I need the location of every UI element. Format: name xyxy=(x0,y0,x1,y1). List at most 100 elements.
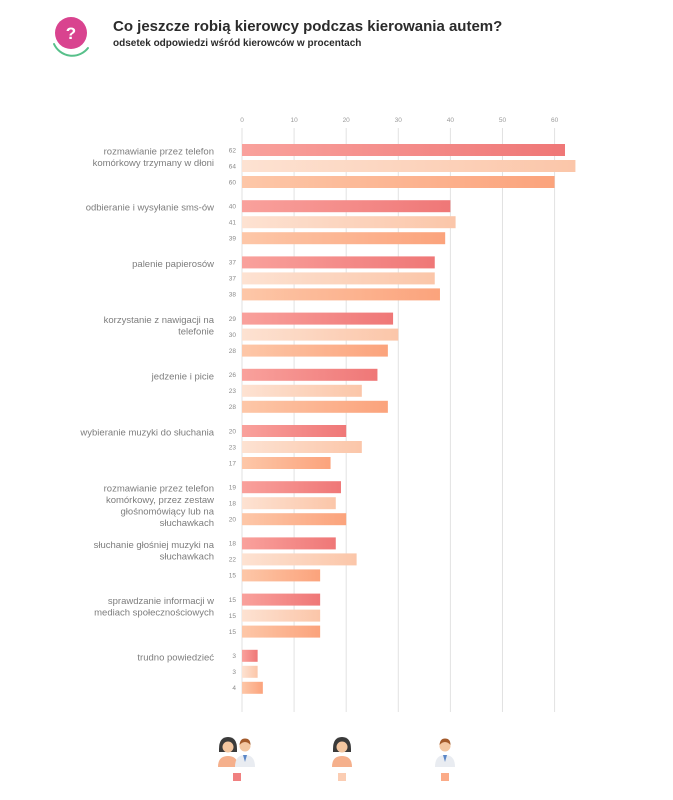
category-label-line: trudno powiedzieć xyxy=(137,652,214,663)
bar-8-series-3 xyxy=(242,569,321,582)
bar-10-series-3 xyxy=(242,681,263,694)
category-label-1: rozmawianie przez telefon komórkowy trzym… xyxy=(93,147,214,170)
value-label-7-series-3: 20 xyxy=(229,517,237,524)
bar-2-series-2 xyxy=(242,216,456,229)
bar-7-series-3 xyxy=(242,513,347,526)
bar-5-series-2 xyxy=(242,384,362,397)
x-tick-label-10: 10 xyxy=(290,117,298,124)
chart-title: Co jeszcze robią kierowcy podczas kierow… xyxy=(113,18,503,35)
bar-1-series-1 xyxy=(242,144,565,156)
bar-3-series-2 xyxy=(242,272,435,285)
category-label-line: mediach społecznościowych xyxy=(94,608,214,619)
bar-1-series-2 xyxy=(242,160,576,172)
category-label-8: słuchanie głośniej muzyki na słuchawkach xyxy=(94,540,215,563)
bar-6-series-1 xyxy=(242,425,347,437)
x-tick-label-40: 40 xyxy=(447,117,455,124)
bar-7-series-1 xyxy=(242,481,341,494)
logo-glyph: ? xyxy=(66,24,76,43)
value-label-8-series-1: 18 xyxy=(229,541,237,548)
question-icon: ? xyxy=(53,17,89,57)
value-label-4-series-2: 30 xyxy=(229,332,237,339)
legend-item-women xyxy=(325,735,375,785)
bar-4-series-1 xyxy=(242,312,394,325)
category-label-7: rozmawianie przez telefon komórkowy, prze… xyxy=(104,484,215,530)
man-icon xyxy=(435,738,455,767)
value-label-1-series-1: 62 xyxy=(229,147,237,154)
value-label-8-series-2: 22 xyxy=(229,557,237,564)
chart-legend xyxy=(0,735,673,795)
value-label-2-series-3: 39 xyxy=(229,236,237,243)
bar-4-series-2 xyxy=(242,328,399,341)
value-label-10-series-3: 4 xyxy=(232,685,236,692)
x-tick-label-20: 20 xyxy=(343,117,351,124)
category-label-line: słuchawkach xyxy=(160,518,214,529)
bar-2-series-1 xyxy=(242,200,451,213)
category-label-line: słuchawkach xyxy=(160,551,214,562)
category-label-line: rozmawianie przez telefon xyxy=(104,484,214,495)
category-label-3: palenie papierosów xyxy=(132,259,214,270)
value-label-3-series-2: 37 xyxy=(229,276,237,283)
category-label-line: rozmawianie przez telefon xyxy=(104,147,214,158)
value-label-3-series-1: 37 xyxy=(229,260,237,267)
legend-swatch-women xyxy=(338,773,346,781)
category-label-line: palenie papierosów xyxy=(132,259,214,270)
value-label-4-series-3: 28 xyxy=(229,348,237,355)
value-label-6-series-2: 23 xyxy=(229,444,237,451)
value-label-7-series-2: 18 xyxy=(229,501,237,508)
x-tick-label-30: 30 xyxy=(395,117,403,124)
bar-10-series-2 xyxy=(242,665,258,678)
legend-item-all xyxy=(215,735,265,785)
value-label-8-series-3: 15 xyxy=(229,573,237,580)
category-label-line: komórkowy trzymany w dłoni xyxy=(93,158,214,169)
category-label-line: sprawdzanie informacji w xyxy=(108,596,214,607)
bar-3-series-1 xyxy=(242,256,435,269)
bar-9-series-2 xyxy=(242,609,321,622)
bar-9-series-1 xyxy=(242,593,321,606)
bar-8-series-1 xyxy=(242,537,336,550)
bar-10-series-1 xyxy=(242,649,258,662)
value-label-3-series-3: 38 xyxy=(229,292,237,299)
x-tick-label-0: 0 xyxy=(240,117,244,124)
category-label-line: jedzenie i picie xyxy=(151,371,214,382)
woman-and-man-icon xyxy=(218,737,255,767)
value-label-5-series-3: 28 xyxy=(229,404,237,411)
value-label-1-series-2: 64 xyxy=(229,163,237,170)
value-label-5-series-1: 26 xyxy=(229,372,237,379)
category-label-line: słuchanie głośniej muzyki na xyxy=(94,540,215,551)
bar-2-series-3 xyxy=(242,232,446,245)
bar-3-series-3 xyxy=(242,288,440,301)
bar-9-series-3 xyxy=(242,625,321,638)
value-label-2-series-1: 40 xyxy=(229,204,237,211)
value-label-6-series-3: 17 xyxy=(229,460,237,467)
value-label-5-series-2: 23 xyxy=(229,388,237,395)
bar-6-series-3 xyxy=(242,457,331,469)
category-label-10: trudno powiedzieć xyxy=(137,652,214,663)
category-label-9: sprawdzanie informacji w mediach społeczn… xyxy=(94,596,214,619)
value-label-2-series-2: 41 xyxy=(229,220,237,227)
legend-swatch-men xyxy=(441,773,449,781)
chart-header: ? Co jeszcze robią kierowcy podczas kier… xyxy=(0,0,673,70)
legend-item-men xyxy=(428,735,478,785)
woman-icon xyxy=(332,737,352,767)
value-label-10-series-1: 3 xyxy=(232,653,236,660)
category-label-line: odbieranie i wysyłanie sms-ów xyxy=(86,203,214,214)
category-label-line: korzystanie z nawigacji na xyxy=(104,315,215,326)
bar-5-series-1 xyxy=(242,368,378,381)
value-label-7-series-1: 19 xyxy=(229,485,237,492)
legend-swatch-all xyxy=(233,773,241,781)
category-label-6: wybieranie muzyki do słuchania xyxy=(79,428,214,439)
category-label-line: głośnomówiący lub na xyxy=(121,507,215,518)
bar-4-series-3 xyxy=(242,344,388,357)
chart-subtitle: odsetek odpowiedzi wśród kierowców w pro… xyxy=(113,38,362,49)
value-label-4-series-1: 29 xyxy=(229,316,237,323)
x-tick-label-60: 60 xyxy=(551,117,559,124)
category-label-line: telefonie xyxy=(178,327,214,338)
bar-8-series-2 xyxy=(242,553,357,566)
category-label-5: jedzenie i picie xyxy=(151,371,214,382)
value-label-1-series-3: 60 xyxy=(229,179,237,186)
x-tick-label-50: 50 xyxy=(499,117,507,124)
value-label-9-series-2: 15 xyxy=(229,613,237,620)
value-label-10-series-2: 3 xyxy=(232,669,236,676)
bar-5-series-3 xyxy=(242,400,388,413)
